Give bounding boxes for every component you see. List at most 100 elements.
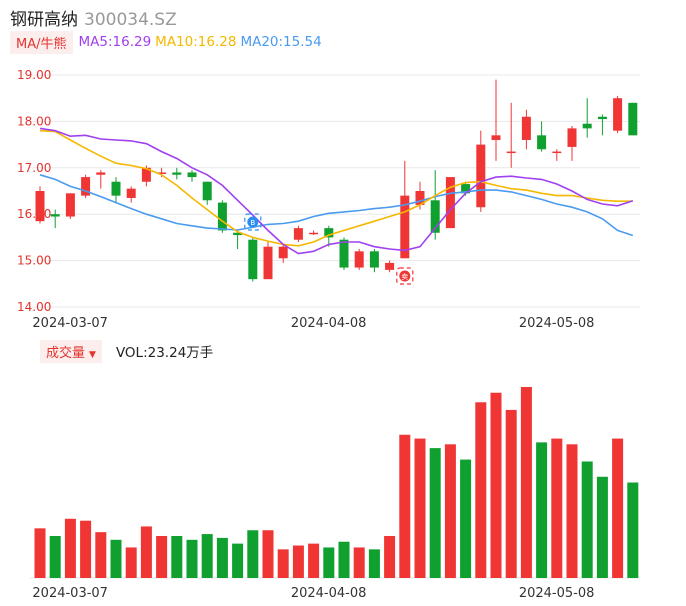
ma5-line <box>39 127 634 255</box>
candle-body <box>582 123 592 129</box>
y-tick-label: 17.00 <box>17 161 51 175</box>
volume-bar <box>566 444 578 578</box>
volume-bar <box>247 530 259 578</box>
volume-bar <box>140 526 152 578</box>
volume-bar <box>277 549 289 578</box>
volume-bar <box>505 409 517 578</box>
candle-body <box>141 167 151 182</box>
volume-bar <box>368 549 380 578</box>
volume-bar <box>612 438 624 578</box>
candle-body <box>202 181 212 201</box>
candle-body <box>187 172 197 178</box>
stock-code: 300034.SZ <box>84 10 177 30</box>
ma20-line <box>39 174 634 237</box>
volume-bar <box>536 442 548 578</box>
volume-bar <box>627 482 639 578</box>
volume-bar <box>64 518 76 578</box>
volume-selector-label: 成交量 <box>46 345 86 361</box>
ma10-line <box>39 129 633 247</box>
candle-body <box>385 262 395 270</box>
volume-bar <box>308 543 320 578</box>
candle-body <box>537 135 547 150</box>
volume-bar <box>596 476 608 578</box>
volume-bar <box>399 434 411 578</box>
x-tick-label: 2024-05-08 <box>519 316 595 331</box>
candle-body <box>81 177 91 196</box>
candle-body <box>491 135 501 140</box>
candle-body <box>309 232 319 235</box>
volume-bar <box>49 535 61 578</box>
candle-body <box>628 102 638 136</box>
candle-body <box>506 151 516 154</box>
candle-body <box>233 232 243 236</box>
candle-body <box>324 228 334 238</box>
volume-bar <box>323 547 335 578</box>
sell-marker-icon[interactable]: 卖 <box>396 267 414 285</box>
candle-body <box>126 188 136 198</box>
volume-bar <box>414 438 426 578</box>
volume-bar <box>551 438 563 578</box>
volume-bar <box>110 539 122 578</box>
candle-body <box>476 144 486 208</box>
candle-body <box>597 116 607 120</box>
volume-bar <box>520 387 532 578</box>
volume-legend: 成交量 ▼ VOL:23.24万手 <box>40 339 213 363</box>
volume-bar <box>292 545 304 578</box>
candle-body <box>157 172 167 174</box>
y-tick-label: 16.00 <box>17 207 51 221</box>
volume-bar <box>353 547 365 578</box>
volume-bar <box>460 459 472 578</box>
candle-body <box>613 98 623 131</box>
buy-marker-icon[interactable]: B <box>244 213 262 231</box>
ma-legend: MA/牛熊 MA5:16.29 MA10:16.28 MA20:15.54 <box>10 30 326 54</box>
candle-body <box>172 172 182 175</box>
stock-name: 钢研高纳 <box>10 10 78 30</box>
volume-bar <box>171 535 183 578</box>
volume-bar <box>125 547 137 578</box>
candle-body <box>293 228 303 240</box>
volume-bar <box>429 448 441 578</box>
candle-body <box>552 151 562 154</box>
x-tick-label: 2024-03-07 <box>32 586 108 601</box>
volume-bar <box>232 543 244 578</box>
candle-body <box>415 191 425 205</box>
candle-body <box>567 128 577 147</box>
y-tick-label: 19.00 <box>17 68 51 82</box>
candle-body <box>263 246 273 280</box>
x-tick-label: 2024-04-08 <box>291 316 367 331</box>
candle-body <box>35 191 45 222</box>
volume-selector[interactable]: 成交量 ▼ <box>40 339 102 363</box>
candle-body <box>50 214 60 217</box>
dropdown-triangle-icon: ▼ <box>89 349 96 360</box>
candle-body <box>400 195 410 259</box>
volume-bar <box>34 528 46 578</box>
candle-body <box>521 116 531 140</box>
y-tick-label: 18.00 <box>17 114 51 128</box>
volume-bar <box>581 461 593 578</box>
y-tick-label: 15.00 <box>17 254 51 268</box>
candle-body <box>65 193 75 217</box>
candle-body <box>461 184 471 194</box>
volume-bar <box>80 520 92 578</box>
ma5-label: MA5:16.29 <box>78 34 152 50</box>
x-tick-label: 2024-05-08 <box>519 586 595 601</box>
x-tick-label: 2024-04-08 <box>291 586 367 601</box>
volume-bar <box>186 539 198 578</box>
candle-body <box>445 177 455 229</box>
candle-body <box>369 251 379 268</box>
candle-body <box>96 172 106 175</box>
ma10-label: MA10:16.28 <box>155 34 237 50</box>
ma20-label: MA20:15.54 <box>240 34 322 50</box>
ma-selector[interactable]: MA/牛熊 <box>10 30 73 54</box>
svg-text:卖: 卖 <box>401 273 408 281</box>
volume-bar <box>490 392 502 578</box>
volume-bar <box>95 532 107 578</box>
volume-bar <box>156 535 168 578</box>
volume-bar <box>475 402 487 578</box>
svg-text:B: B <box>250 219 255 227</box>
candle-body <box>354 251 364 268</box>
volume-bar <box>262 530 274 578</box>
volume-bar <box>201 534 213 578</box>
y-tick-label: 14.00 <box>17 300 51 314</box>
